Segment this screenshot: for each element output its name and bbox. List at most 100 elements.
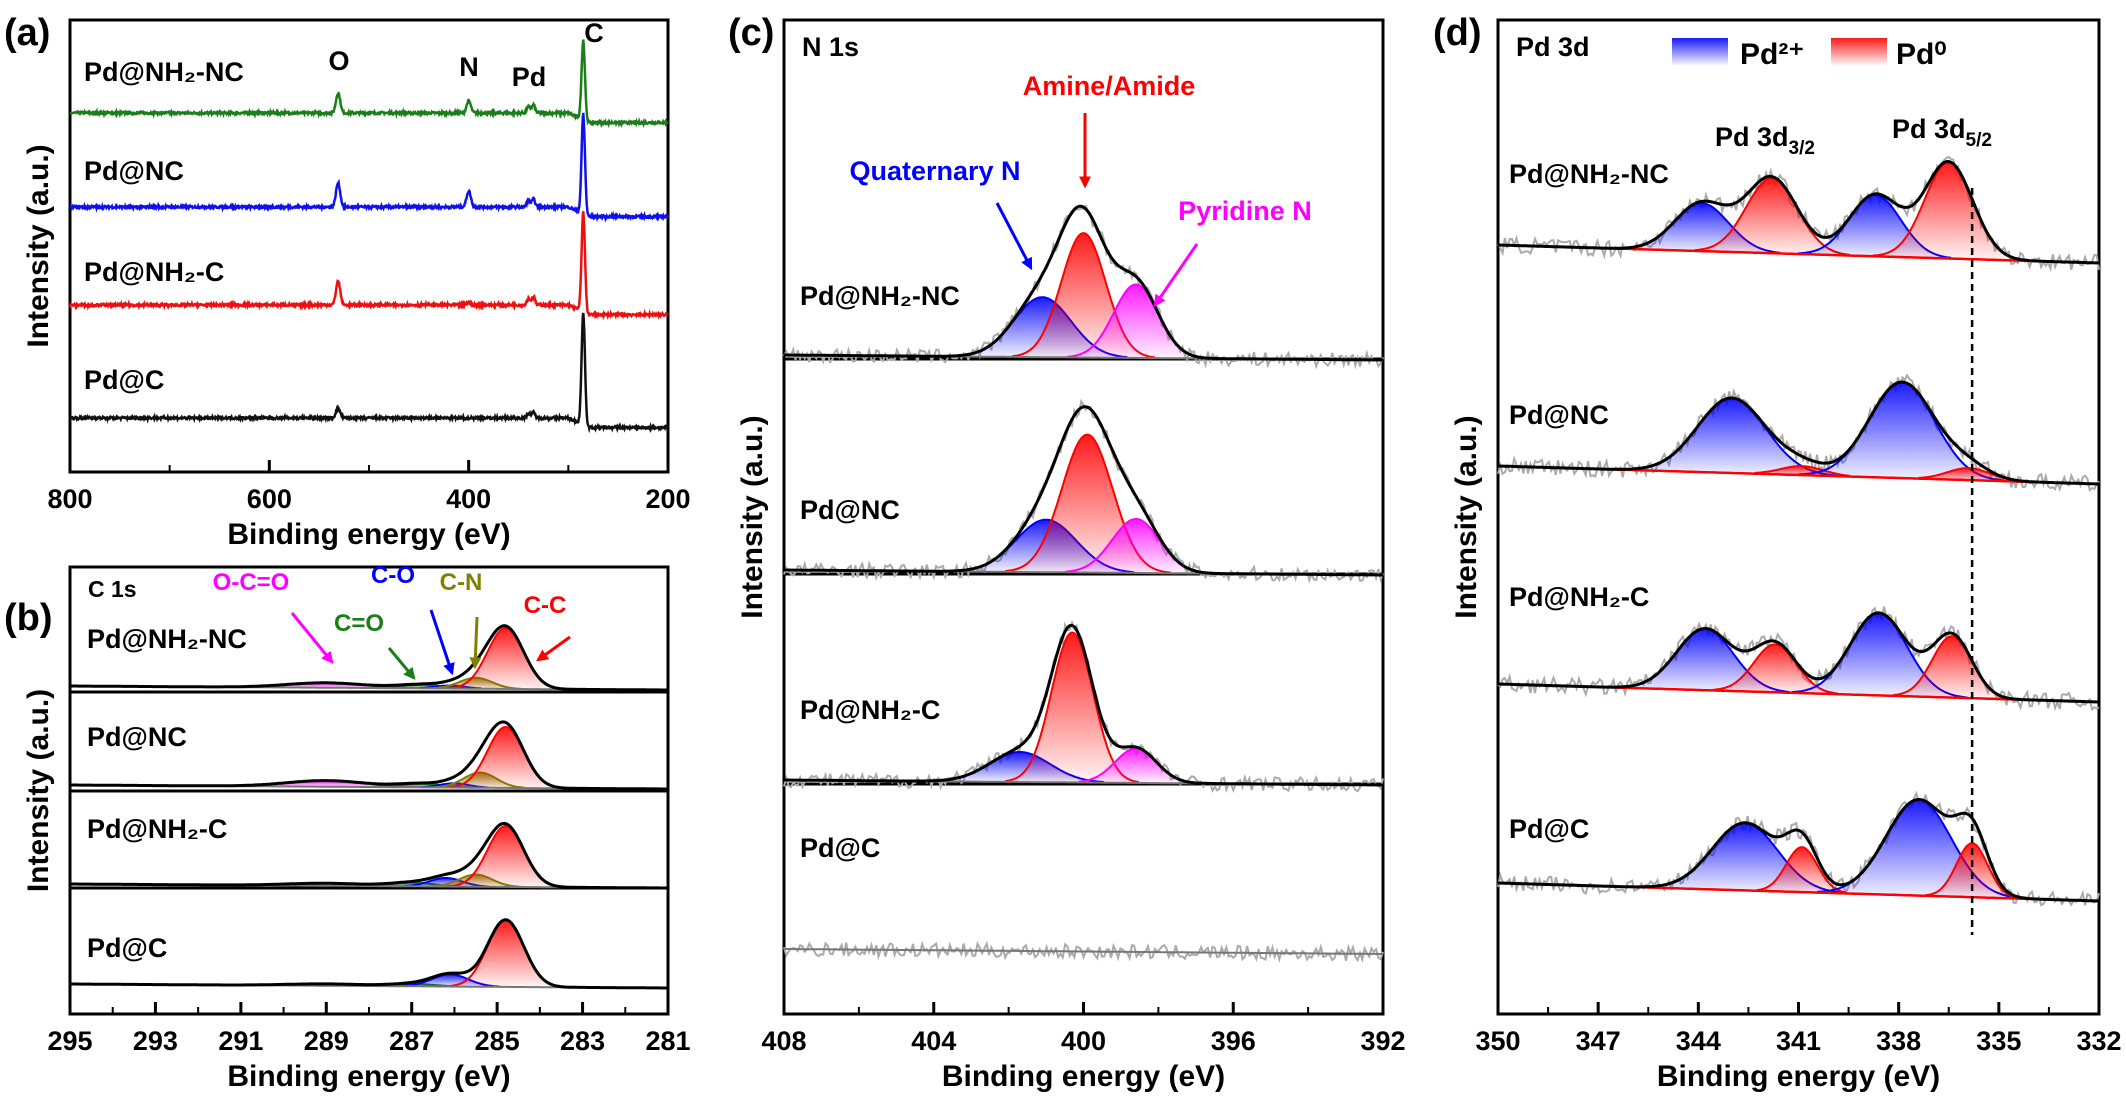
component-fill-Pyridine N	[1067, 284, 1204, 359]
component-fill-Pd²⁺	[1627, 398, 1836, 477]
survey-spectrum-line	[69, 112, 670, 223]
annotation-arrow	[536, 635, 571, 662]
x-axis-title: Binding energy (eV)	[227, 518, 510, 551]
series-Pd@NH₂-NC: Pd@NH₂-NC	[1497, 155, 2100, 273]
x-tick-label: 404	[911, 1026, 956, 1056]
series-Pd@C: Pd@C	[68, 312, 670, 434]
component-label: Amine/Amide	[1023, 71, 1196, 101]
component-fill-Pyridine N	[1078, 748, 1195, 784]
x-tick-label: 350	[1475, 1026, 1520, 1056]
component-line	[1694, 177, 1850, 256]
component-fill-Pyridine N	[1065, 519, 1206, 574]
peak-label-subscript: 3/2	[1789, 138, 1815, 159]
envelope-line	[70, 720, 668, 791]
legend-label: Pd²⁺	[1740, 38, 1804, 71]
series-Pd@NC: Pd@NC	[783, 398, 1384, 584]
x-tick-label: 600	[247, 484, 292, 514]
annotation-arrow	[387, 647, 416, 680]
x-tick-label: 335	[1976, 1026, 2021, 1056]
component-label: Quaternary N	[849, 156, 1020, 186]
x-tick-label: 341	[1776, 1026, 1821, 1056]
x-tick-label: 200	[645, 484, 690, 514]
component-fill-Pd⁰	[1694, 178, 1850, 256]
peak-label: Pd 3d5/2	[1892, 114, 1992, 151]
sample-label: Pd@NH₂-C	[1509, 582, 1649, 612]
panel-d: 350 347 344 341 338 335 332 Binding energy (eV)…	[1450, 18, 2122, 1093]
survey-spectrum-line	[69, 39, 669, 129]
series-Pd@NH₂-C: Pd@NH₂-C	[70, 814, 668, 890]
x-tick-label: 408	[761, 1026, 806, 1056]
envelope-line	[1497, 380, 2100, 486]
legend-swatch	[1831, 38, 1887, 65]
component-line	[1925, 842, 2019, 899]
sample-label: Pd@NC	[87, 722, 187, 752]
x-tick-label: 291	[218, 1026, 263, 1056]
component-label: Pyridine N	[1178, 196, 1312, 226]
y-axis-title: Intensity (a.u.)	[1450, 415, 1483, 618]
component-label: C-N	[440, 569, 483, 596]
plot-frame	[68, 18, 670, 474]
sample-label: Pd@C	[800, 833, 880, 863]
x-tick-label: 281	[645, 1026, 690, 1056]
x-tick-label: 289	[304, 1026, 349, 1056]
x-tick-label: 344	[1676, 1026, 1721, 1056]
sample-label: Pd@C	[1509, 814, 1589, 844]
series-Pd@C: Pd@C	[1497, 790, 2100, 907]
x-tick-label: 396	[1211, 1026, 1256, 1056]
component-fill-Pd⁰	[1872, 162, 2025, 261]
envelope-line	[1497, 159, 2100, 265]
x-tick-label: 295	[47, 1026, 92, 1056]
spectrum-region-title: C 1s	[88, 576, 137, 602]
peak-label-main: Pd 3d	[1892, 114, 1966, 144]
series-Pd@C: Pd@C	[70, 918, 668, 990]
envelope-line	[1497, 797, 2100, 903]
envelope-line	[70, 918, 668, 990]
sample-label: Pd@NH₂-C	[84, 257, 224, 287]
sample-label: Pd@NH₂-NC	[1509, 159, 1669, 189]
component-label: O-C=O	[213, 569, 290, 596]
annotation-arrow	[290, 612, 334, 664]
series-Pd@C: Pd@C	[783, 833, 1384, 964]
x-axis-title: Binding energy (eV)	[942, 1060, 1225, 1093]
y-axis-title: Intensity (a.u.)	[22, 144, 55, 347]
component-line	[1756, 846, 1848, 894]
survey-spectrum-line	[68, 211, 669, 321]
spectrum-region-title: Pd 3d	[1516, 32, 1590, 62]
survey-spectrum-line	[68, 312, 670, 434]
sample-label: Pd@C	[87, 933, 167, 963]
annotation-arrow	[429, 609, 455, 676]
series-Pd@NC: Pd@NC	[69, 112, 670, 223]
component-fill-Pd⁰	[1756, 847, 1847, 894]
sample-label: Pd@NH₂-NC	[800, 281, 960, 311]
legend-swatch	[1672, 38, 1728, 65]
element-peak-label: Pd	[512, 62, 547, 92]
panel-letter-c: (c)	[728, 12, 774, 54]
component-label: C=O	[334, 610, 384, 637]
peak-label: Pd 3d3/2	[1715, 122, 1815, 159]
legend-label: Pd⁰	[1896, 38, 1946, 71]
x-tick-label: 293	[133, 1026, 178, 1056]
spectrum-region-title: N 1s	[802, 32, 859, 62]
panel-b: 295 293 291 289 287 285 283 281 Binding energy (…	[22, 562, 691, 1093]
panel-c: 408 404 400 396 392 Binding energy (eV) Intens…	[736, 18, 1406, 1093]
x-tick-label: 287	[389, 1026, 434, 1056]
sample-label: Pd@NC	[84, 156, 184, 186]
element-peak-label: C	[584, 18, 604, 48]
series-Pd@NH₂-C: Pd@NH₂-C	[68, 211, 669, 321]
element-peak-label: O	[328, 46, 349, 76]
series-Pd@NC: Pd@NC	[1497, 373, 2100, 493]
x-tick-label: 400	[446, 484, 491, 514]
y-axis-title: Intensity (a.u.)	[22, 689, 55, 892]
sample-label: Pd@NC	[800, 495, 900, 525]
component-fill-Pd⁰	[1713, 644, 1838, 695]
background-line	[784, 948, 1383, 955]
panel-letter-a: (a)	[4, 12, 50, 54]
annotation-arrow	[995, 202, 1033, 271]
envelope-line	[784, 204, 1383, 362]
envelope-line	[784, 405, 1383, 577]
envelope-line	[784, 623, 1383, 787]
sample-label: Pd@NH₂-NC	[84, 57, 244, 87]
sample-label: Pd@C	[84, 365, 164, 395]
component-fill-Pd²⁺	[1798, 382, 2005, 482]
